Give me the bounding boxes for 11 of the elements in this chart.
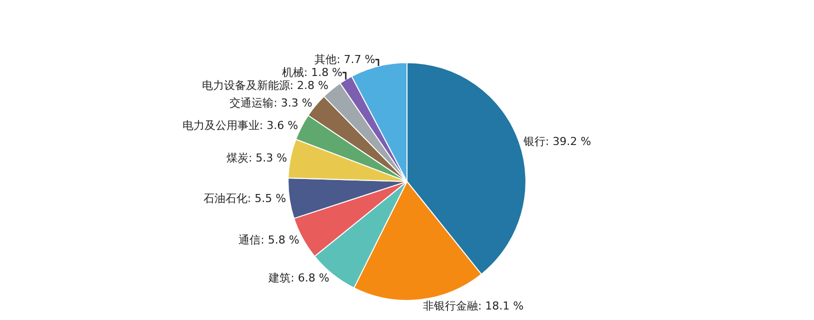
slice-label: 建筑: 6.8 % [268, 272, 330, 285]
slice-label: 石油石化: 5.5 % [203, 192, 286, 206]
slice-label: 银行: 39.2 % [522, 134, 592, 148]
slice-label: 非银行金融: 18.1 % [422, 300, 524, 313]
slice-label: 通信: 5.8 % [238, 233, 300, 246]
slice-label: 交通运输: 3.3 % [230, 96, 312, 110]
slice-label: 煤炭: 5.3 % [226, 152, 288, 165]
slice-label: 电力及公用事业: 3.6 % [182, 119, 298, 132]
slice-label: 其他: 7.7 % [314, 53, 376, 66]
slice-label: 电力设备及新能源: 2.8 % [202, 79, 328, 92]
slice-label: 机械: 1.8 % [282, 66, 343, 80]
